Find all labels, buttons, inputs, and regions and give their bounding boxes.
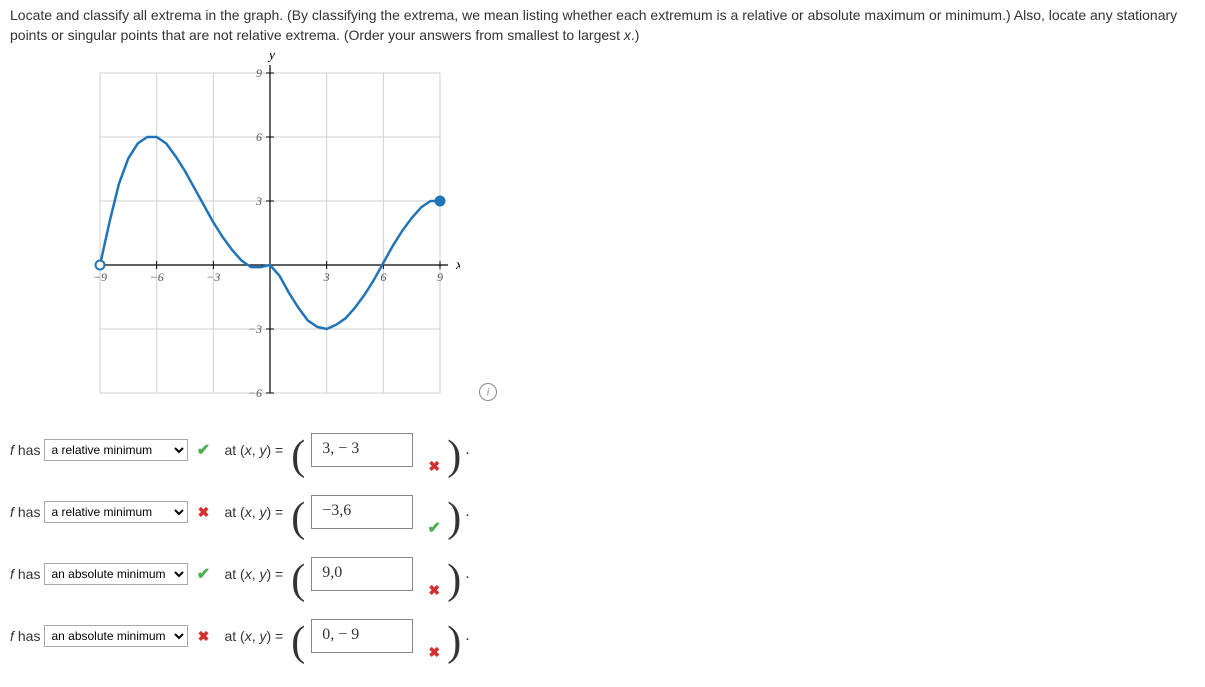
- check-icon: ✔: [194, 564, 212, 584]
- svg-text:−9: −9: [93, 270, 107, 284]
- period: .: [465, 441, 469, 459]
- extremum-select[interactable]: a relative minimuma relative maximuman a…: [44, 625, 188, 647]
- svg-text:6: 6: [256, 130, 262, 144]
- extremum-select[interactable]: a relative minimuma relative maximuman a…: [44, 563, 188, 585]
- has-label: has: [18, 628, 41, 644]
- graph-container: −9−6−3369−6−3369xy i: [10, 53, 1195, 413]
- period: .: [465, 565, 469, 583]
- extremum-select[interactable]: a relative minimuma relative maximuman a…: [44, 501, 188, 523]
- check-icon: ✔: [425, 518, 443, 538]
- svg-text:9: 9: [437, 270, 443, 284]
- cross-icon: ✖: [425, 644, 443, 661]
- extremum-select[interactable]: a relative minimuma relative maximuman a…: [44, 439, 188, 461]
- f-label: f: [10, 504, 14, 520]
- check-icon: ✔: [194, 440, 212, 460]
- cross-icon: ✖: [194, 504, 212, 521]
- atxy-label: at (x, y) =: [224, 504, 283, 520]
- atxy-label: at (x, y) =: [224, 566, 283, 582]
- answers-container: f has a relative minimuma relative maxim…: [10, 433, 1195, 653]
- question-var-x: x: [624, 27, 631, 43]
- point-input[interactable]: 3, − 3: [311, 433, 413, 467]
- svg-text:6: 6: [380, 270, 386, 284]
- svg-text:−6: −6: [248, 386, 262, 400]
- atxy-label: at (x, y) =: [224, 442, 283, 458]
- svg-text:3: 3: [255, 194, 262, 208]
- cross-icon: ✖: [425, 582, 443, 599]
- graph-svg: −9−6−3369−6−3369xy: [80, 53, 460, 413]
- svg-text:−3: −3: [206, 270, 220, 284]
- answer-row-0: f has a relative minimuma relative maxim…: [10, 433, 1195, 467]
- svg-text:y: y: [267, 53, 276, 63]
- answer-row-1: f has a relative minimuma relative maxim…: [10, 495, 1195, 529]
- svg-text:x: x: [455, 258, 460, 273]
- f-label: f: [10, 628, 14, 644]
- svg-text:−3: −3: [248, 322, 262, 336]
- period: .: [465, 503, 469, 521]
- period: .: [465, 627, 469, 645]
- f-label: f: [10, 442, 14, 458]
- question-text: Locate and classify all extrema in the g…: [10, 7, 1177, 43]
- cross-icon: ✖: [425, 458, 443, 475]
- has-label: has: [18, 566, 41, 582]
- point-input[interactable]: 9,0: [311, 557, 413, 591]
- answer-row-2: f has a relative minimuma relative maxim…: [10, 557, 1195, 591]
- info-icon[interactable]: i: [479, 383, 497, 401]
- atxy-label: at (x, y) =: [224, 628, 283, 644]
- svg-text:−6: −6: [150, 270, 164, 284]
- point-input[interactable]: −3,6: [311, 495, 413, 529]
- point-input[interactable]: 0, − 9: [311, 619, 413, 653]
- has-label: has: [18, 504, 41, 520]
- question-text-b: .): [631, 27, 640, 43]
- cross-icon: ✖: [194, 628, 212, 645]
- f-label: f: [10, 566, 14, 582]
- answer-row-3: f has a relative minimuma relative maxim…: [10, 619, 1195, 653]
- svg-text:9: 9: [256, 66, 262, 80]
- has-label: has: [18, 442, 41, 458]
- svg-text:3: 3: [323, 270, 330, 284]
